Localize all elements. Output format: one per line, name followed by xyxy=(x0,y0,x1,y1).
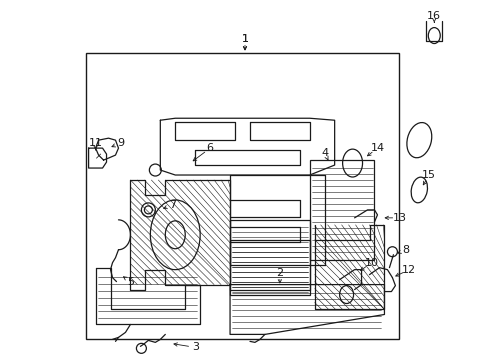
Text: 12: 12 xyxy=(402,265,416,275)
Text: 16: 16 xyxy=(427,11,440,21)
Text: 14: 14 xyxy=(370,143,384,153)
Text: 9: 9 xyxy=(117,138,124,148)
Text: 3: 3 xyxy=(191,342,198,352)
Text: 5: 5 xyxy=(127,276,134,287)
Text: 7: 7 xyxy=(168,200,176,210)
Text: 15: 15 xyxy=(422,170,435,180)
Text: 2: 2 xyxy=(276,267,283,278)
Text: 4: 4 xyxy=(321,148,327,158)
Bar xyxy=(229,220,309,289)
Bar xyxy=(85,54,399,339)
Text: 6: 6 xyxy=(206,143,213,153)
Text: 13: 13 xyxy=(391,213,406,223)
Text: 10: 10 xyxy=(364,258,378,268)
Text: 1: 1 xyxy=(241,33,248,44)
Text: 8: 8 xyxy=(401,245,408,255)
Bar xyxy=(229,240,309,294)
Bar xyxy=(309,160,374,260)
Text: 1: 1 xyxy=(241,33,248,44)
Text: 11: 11 xyxy=(88,138,102,148)
